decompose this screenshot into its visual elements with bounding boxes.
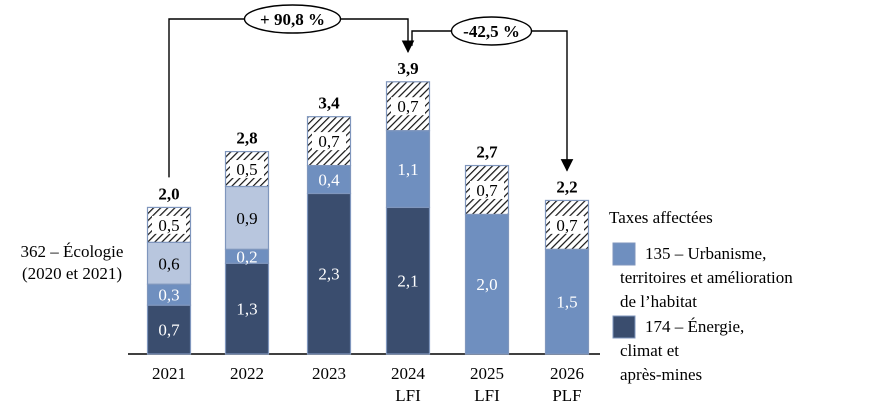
value-label-2021-s2: 0,6 bbox=[158, 254, 179, 273]
x-tick-label-2026: 2026 bbox=[550, 364, 584, 383]
x-tick-label-2021: 2021 bbox=[152, 364, 186, 383]
value-label-bg bbox=[152, 254, 186, 273]
value-label-2023-s3: 0,7 bbox=[318, 132, 340, 151]
growth-label-1: + 90,8 % bbox=[260, 10, 325, 29]
value-label-bg bbox=[152, 215, 186, 234]
total-label-2021: 2,0 bbox=[158, 184, 179, 203]
value-label-bg bbox=[550, 215, 584, 234]
growth-bubble-2 bbox=[450, 16, 533, 46]
legend: Taxes affectées 135 – Urbanisme, territoir… bbox=[609, 208, 793, 384]
legend-swatch-1 bbox=[612, 315, 636, 339]
value-label-2023-s1: 0,4 bbox=[318, 171, 340, 190]
growth-bubble-1 bbox=[243, 4, 342, 34]
bar-segment-2024-s0 bbox=[385, 206, 431, 355]
legend-title: Taxes affectées bbox=[609, 208, 713, 227]
bar-segment-2025-s1 bbox=[464, 213, 510, 355]
x-tick-label-2024: 2024 bbox=[391, 364, 426, 383]
value-label-2021-s1: 0,3 bbox=[158, 286, 179, 305]
value-label-2024-s1: 1,1 bbox=[397, 160, 418, 179]
legend-item-1-line-2: après-mines bbox=[620, 365, 702, 384]
bars-layer: 0,7 0,3 0,6 0,5 2,0 2021 1,3 0,2 0,9 0,5 2,8 2022 2,… bbox=[21, 59, 600, 405]
value-label-bg bbox=[230, 160, 264, 179]
value-label-bg bbox=[230, 208, 264, 227]
value-label-2022-s2: 0,9 bbox=[236, 209, 257, 228]
total-label-2024: 3,9 bbox=[397, 59, 418, 78]
total-label-2023: 3,4 bbox=[318, 94, 340, 113]
value-label-2022-s1: 0,2 bbox=[236, 247, 257, 266]
x-tick-sublabel-2024: LFI bbox=[395, 386, 421, 405]
value-label-2024-s0: 2,1 bbox=[397, 272, 418, 291]
value-label-bg bbox=[470, 180, 504, 199]
x-tick-sublabel-2026: PLF bbox=[552, 386, 581, 405]
bar-segment-2022-s0 bbox=[224, 262, 270, 355]
x-tick-label-2025: 2025 bbox=[470, 364, 504, 383]
growth-label-2: -42,5 % bbox=[463, 22, 520, 41]
legend-item-0-line-2: de l’habitat bbox=[620, 292, 697, 311]
value-label-2026-s3: 0,7 bbox=[556, 216, 578, 235]
bar-segment-2021-s0 bbox=[146, 304, 192, 355]
value-label-2024-s3: 0,7 bbox=[397, 97, 419, 116]
legend-item-1-line-1: climat et bbox=[620, 341, 679, 360]
value-label-2022-s0: 1,3 bbox=[236, 300, 257, 319]
legend-swatch-0 bbox=[612, 242, 636, 266]
x-tick-sublabel-2025: LFI bbox=[474, 386, 500, 405]
bar-segment-2024-s1 bbox=[385, 130, 431, 209]
legend-item-1-line-0: 174 – Énergie, bbox=[645, 317, 744, 336]
value-label-2023-s0: 2,3 bbox=[318, 265, 339, 284]
total-label-2026: 2,2 bbox=[556, 177, 577, 196]
value-label-2025-s1: 2,0 bbox=[476, 275, 497, 294]
legend-item-0-line-0: 135 – Urbanisme, bbox=[645, 244, 766, 263]
value-label-bg bbox=[391, 97, 425, 116]
annotation-layer: + 90,8 % -42,5 % bbox=[168, 4, 574, 178]
x-tick-label-2022: 2022 bbox=[230, 364, 264, 383]
growth-arrow-1 bbox=[168, 18, 415, 178]
bar-segment-2023-s1 bbox=[306, 164, 352, 195]
x-tick-label-2023: 2023 bbox=[312, 364, 346, 383]
total-label-2025: 2,7 bbox=[476, 143, 498, 162]
value-label-2022-s3: 0,5 bbox=[236, 160, 257, 179]
bar-segment-2023-s0 bbox=[306, 192, 352, 355]
value-label-2025-s3: 0,7 bbox=[476, 181, 498, 200]
value-label-2021-s0: 0,7 bbox=[158, 321, 180, 340]
value-label-bg bbox=[312, 132, 346, 151]
bar-segment-2026-s1 bbox=[544, 248, 590, 355]
total-label-2022: 2,8 bbox=[236, 129, 257, 148]
legend-item-0-line-1: territoires et amélioration bbox=[620, 268, 793, 287]
value-label-2026-s1: 1,5 bbox=[556, 293, 577, 312]
side-label-line-1: (2020 et 2021) bbox=[22, 264, 122, 283]
side-label-line-0: 362 – Écologie bbox=[21, 242, 124, 261]
value-label-2021-s3: 0,5 bbox=[158, 216, 179, 235]
